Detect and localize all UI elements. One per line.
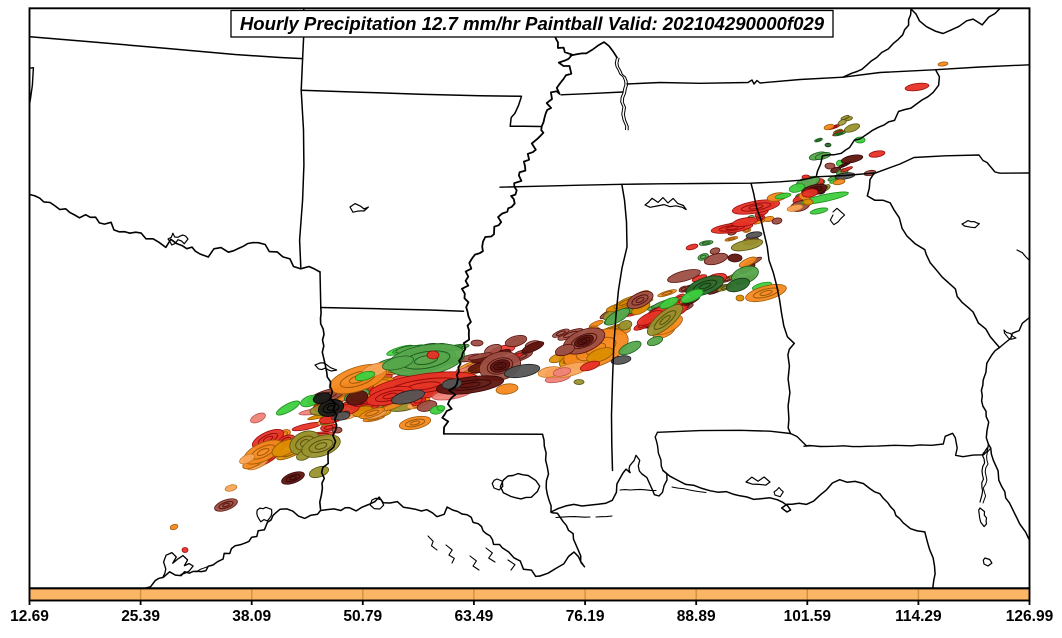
svg-text:50.79: 50.79	[343, 608, 382, 625]
svg-text:25.39: 25.39	[121, 608, 160, 625]
svg-text:Hourly Precipitation 12.7 mm/h: Hourly Precipitation 12.7 mm/hr Paintbal…	[240, 13, 825, 34]
svg-text:101.59: 101.59	[784, 608, 832, 625]
svg-text:76.19: 76.19	[566, 608, 605, 625]
svg-text:63.49: 63.49	[455, 608, 494, 625]
svg-text:126.99: 126.99	[1006, 608, 1054, 625]
svg-text:12.69: 12.69	[10, 608, 49, 625]
svg-text:38.09: 38.09	[232, 608, 271, 625]
svg-text:88.89: 88.89	[677, 608, 716, 625]
svg-text:114.29: 114.29	[895, 608, 942, 625]
